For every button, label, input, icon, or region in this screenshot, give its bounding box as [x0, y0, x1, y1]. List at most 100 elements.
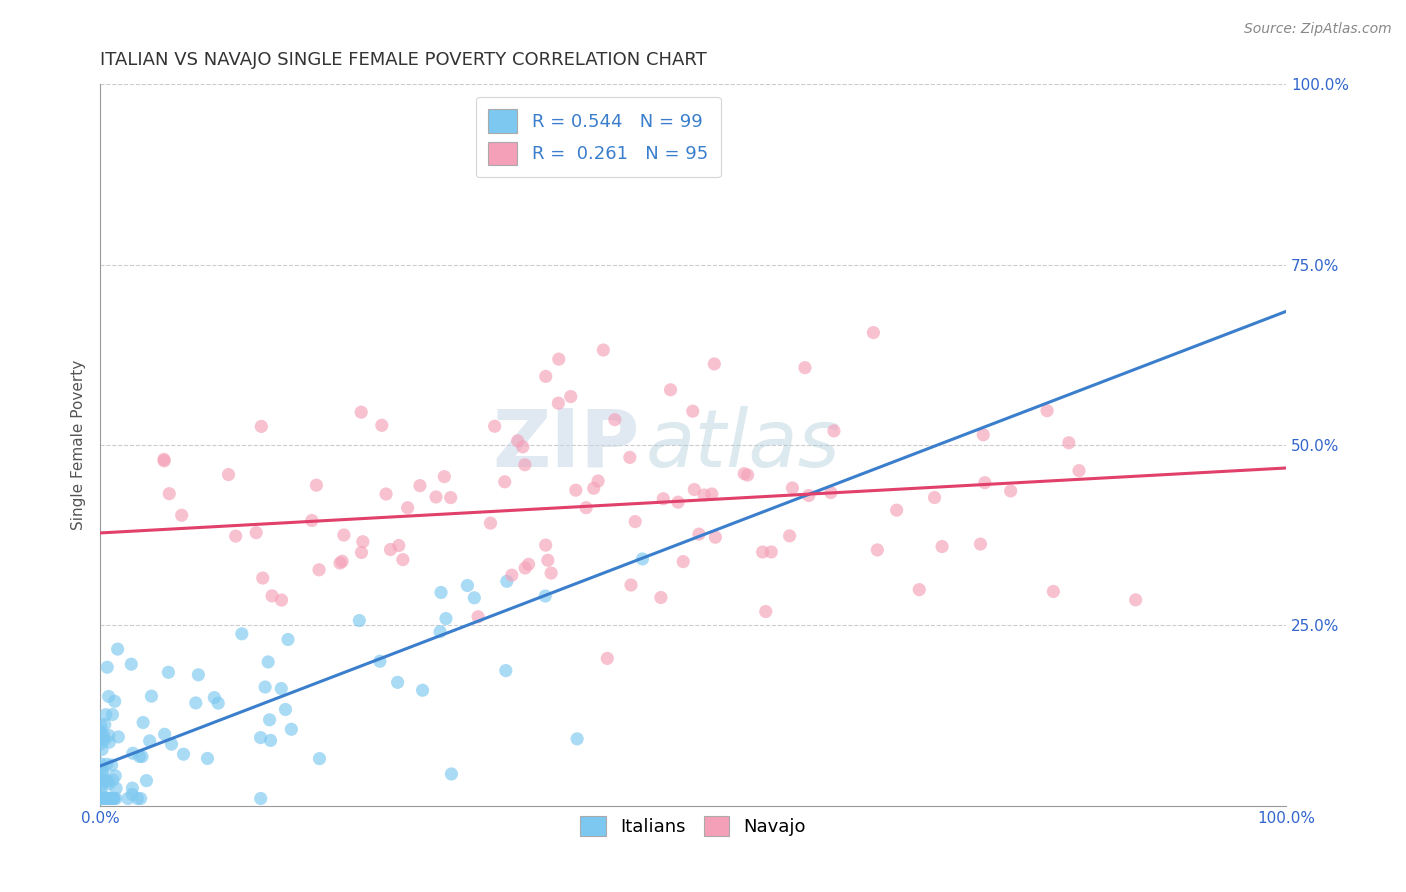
- Point: [969, 537, 991, 551]
- Point: [97, 777, 120, 791]
- Point: [91, 789, 114, 803]
- Point: [375, 487, 398, 501]
- Point: [157, 486, 180, 500]
- Point: [704, 530, 727, 544]
- Point: [259, 733, 281, 747]
- Point: [592, 343, 614, 357]
- Point: [396, 500, 419, 515]
- Point: [329, 556, 352, 570]
- Point: [270, 593, 292, 607]
- Point: [512, 440, 534, 454]
- Point: [886, 503, 908, 517]
- Point: [103, 791, 125, 805]
- Point: [96, 791, 118, 805]
- Point: [371, 418, 394, 433]
- Point: [547, 396, 569, 410]
- Point: [513, 458, 536, 472]
- Point: [91, 773, 114, 788]
- Point: [104, 769, 127, 783]
- Point: [650, 591, 672, 605]
- Point: [94, 707, 117, 722]
- Point: [350, 545, 373, 559]
- Point: [96, 791, 118, 805]
- Point: [254, 680, 277, 694]
- Point: [782, 481, 804, 495]
- Point: [1042, 584, 1064, 599]
- Point: [794, 360, 817, 375]
- Point: [250, 419, 273, 434]
- Point: [862, 326, 884, 340]
- Point: [97, 690, 120, 704]
- Text: Source: ZipAtlas.com: Source: ZipAtlas.com: [1244, 22, 1392, 37]
- Point: [107, 642, 129, 657]
- Point: [540, 566, 562, 580]
- Point: [1036, 403, 1059, 417]
- Point: [98, 791, 121, 805]
- Point: [96, 757, 118, 772]
- Point: [330, 554, 353, 568]
- Point: [440, 767, 463, 781]
- Point: [1057, 435, 1080, 450]
- Point: [202, 690, 225, 705]
- Point: [97, 791, 120, 805]
- Point: [277, 632, 299, 647]
- Text: atlas: atlas: [645, 406, 841, 484]
- Point: [91, 742, 114, 756]
- Text: ITALIAN VS NAVAJO SINGLE FEMALE POVERTY CORRELATION CHART: ITALIAN VS NAVAJO SINGLE FEMALE POVERTY …: [100, 51, 707, 69]
- Point: [534, 538, 557, 552]
- Point: [90, 724, 112, 739]
- Point: [100, 791, 122, 805]
- Point: [537, 553, 560, 567]
- Point: [350, 405, 373, 419]
- Point: [425, 490, 447, 504]
- Point: [631, 552, 654, 566]
- Point: [494, 475, 516, 489]
- Point: [866, 543, 889, 558]
- Point: [89, 777, 111, 791]
- Point: [122, 746, 145, 760]
- Point: [103, 791, 125, 805]
- Point: [94, 791, 117, 805]
- Point: [105, 781, 128, 796]
- Point: [560, 390, 582, 404]
- Point: [467, 609, 489, 624]
- Point: [659, 383, 682, 397]
- Point: [1125, 592, 1147, 607]
- Point: [90, 780, 112, 794]
- Point: [666, 495, 689, 509]
- Point: [456, 578, 478, 592]
- Point: [547, 352, 569, 367]
- Point: [153, 452, 176, 467]
- Point: [797, 489, 820, 503]
- Point: [380, 542, 402, 557]
- Point: [751, 545, 773, 559]
- Point: [582, 481, 605, 495]
- Point: [96, 774, 118, 789]
- Point: [132, 715, 155, 730]
- Point: [184, 696, 207, 710]
- Point: [596, 651, 619, 665]
- Point: [98, 791, 121, 805]
- Point: [94, 717, 117, 731]
- Point: [703, 357, 725, 371]
- Point: [429, 624, 451, 639]
- Point: [308, 563, 330, 577]
- Point: [733, 467, 755, 481]
- Point: [249, 731, 271, 745]
- Point: [245, 525, 267, 540]
- Point: [603, 412, 626, 426]
- Point: [90, 762, 112, 776]
- Point: [94, 791, 117, 805]
- Point: [479, 516, 502, 530]
- Point: [170, 508, 193, 523]
- Point: [924, 491, 946, 505]
- Point: [433, 469, 456, 483]
- Point: [693, 488, 716, 502]
- Point: [392, 552, 415, 566]
- Point: [305, 478, 328, 492]
- Point: [197, 751, 219, 765]
- Point: [409, 478, 432, 492]
- Point: [388, 539, 411, 553]
- Point: [683, 483, 706, 497]
- Point: [387, 675, 409, 690]
